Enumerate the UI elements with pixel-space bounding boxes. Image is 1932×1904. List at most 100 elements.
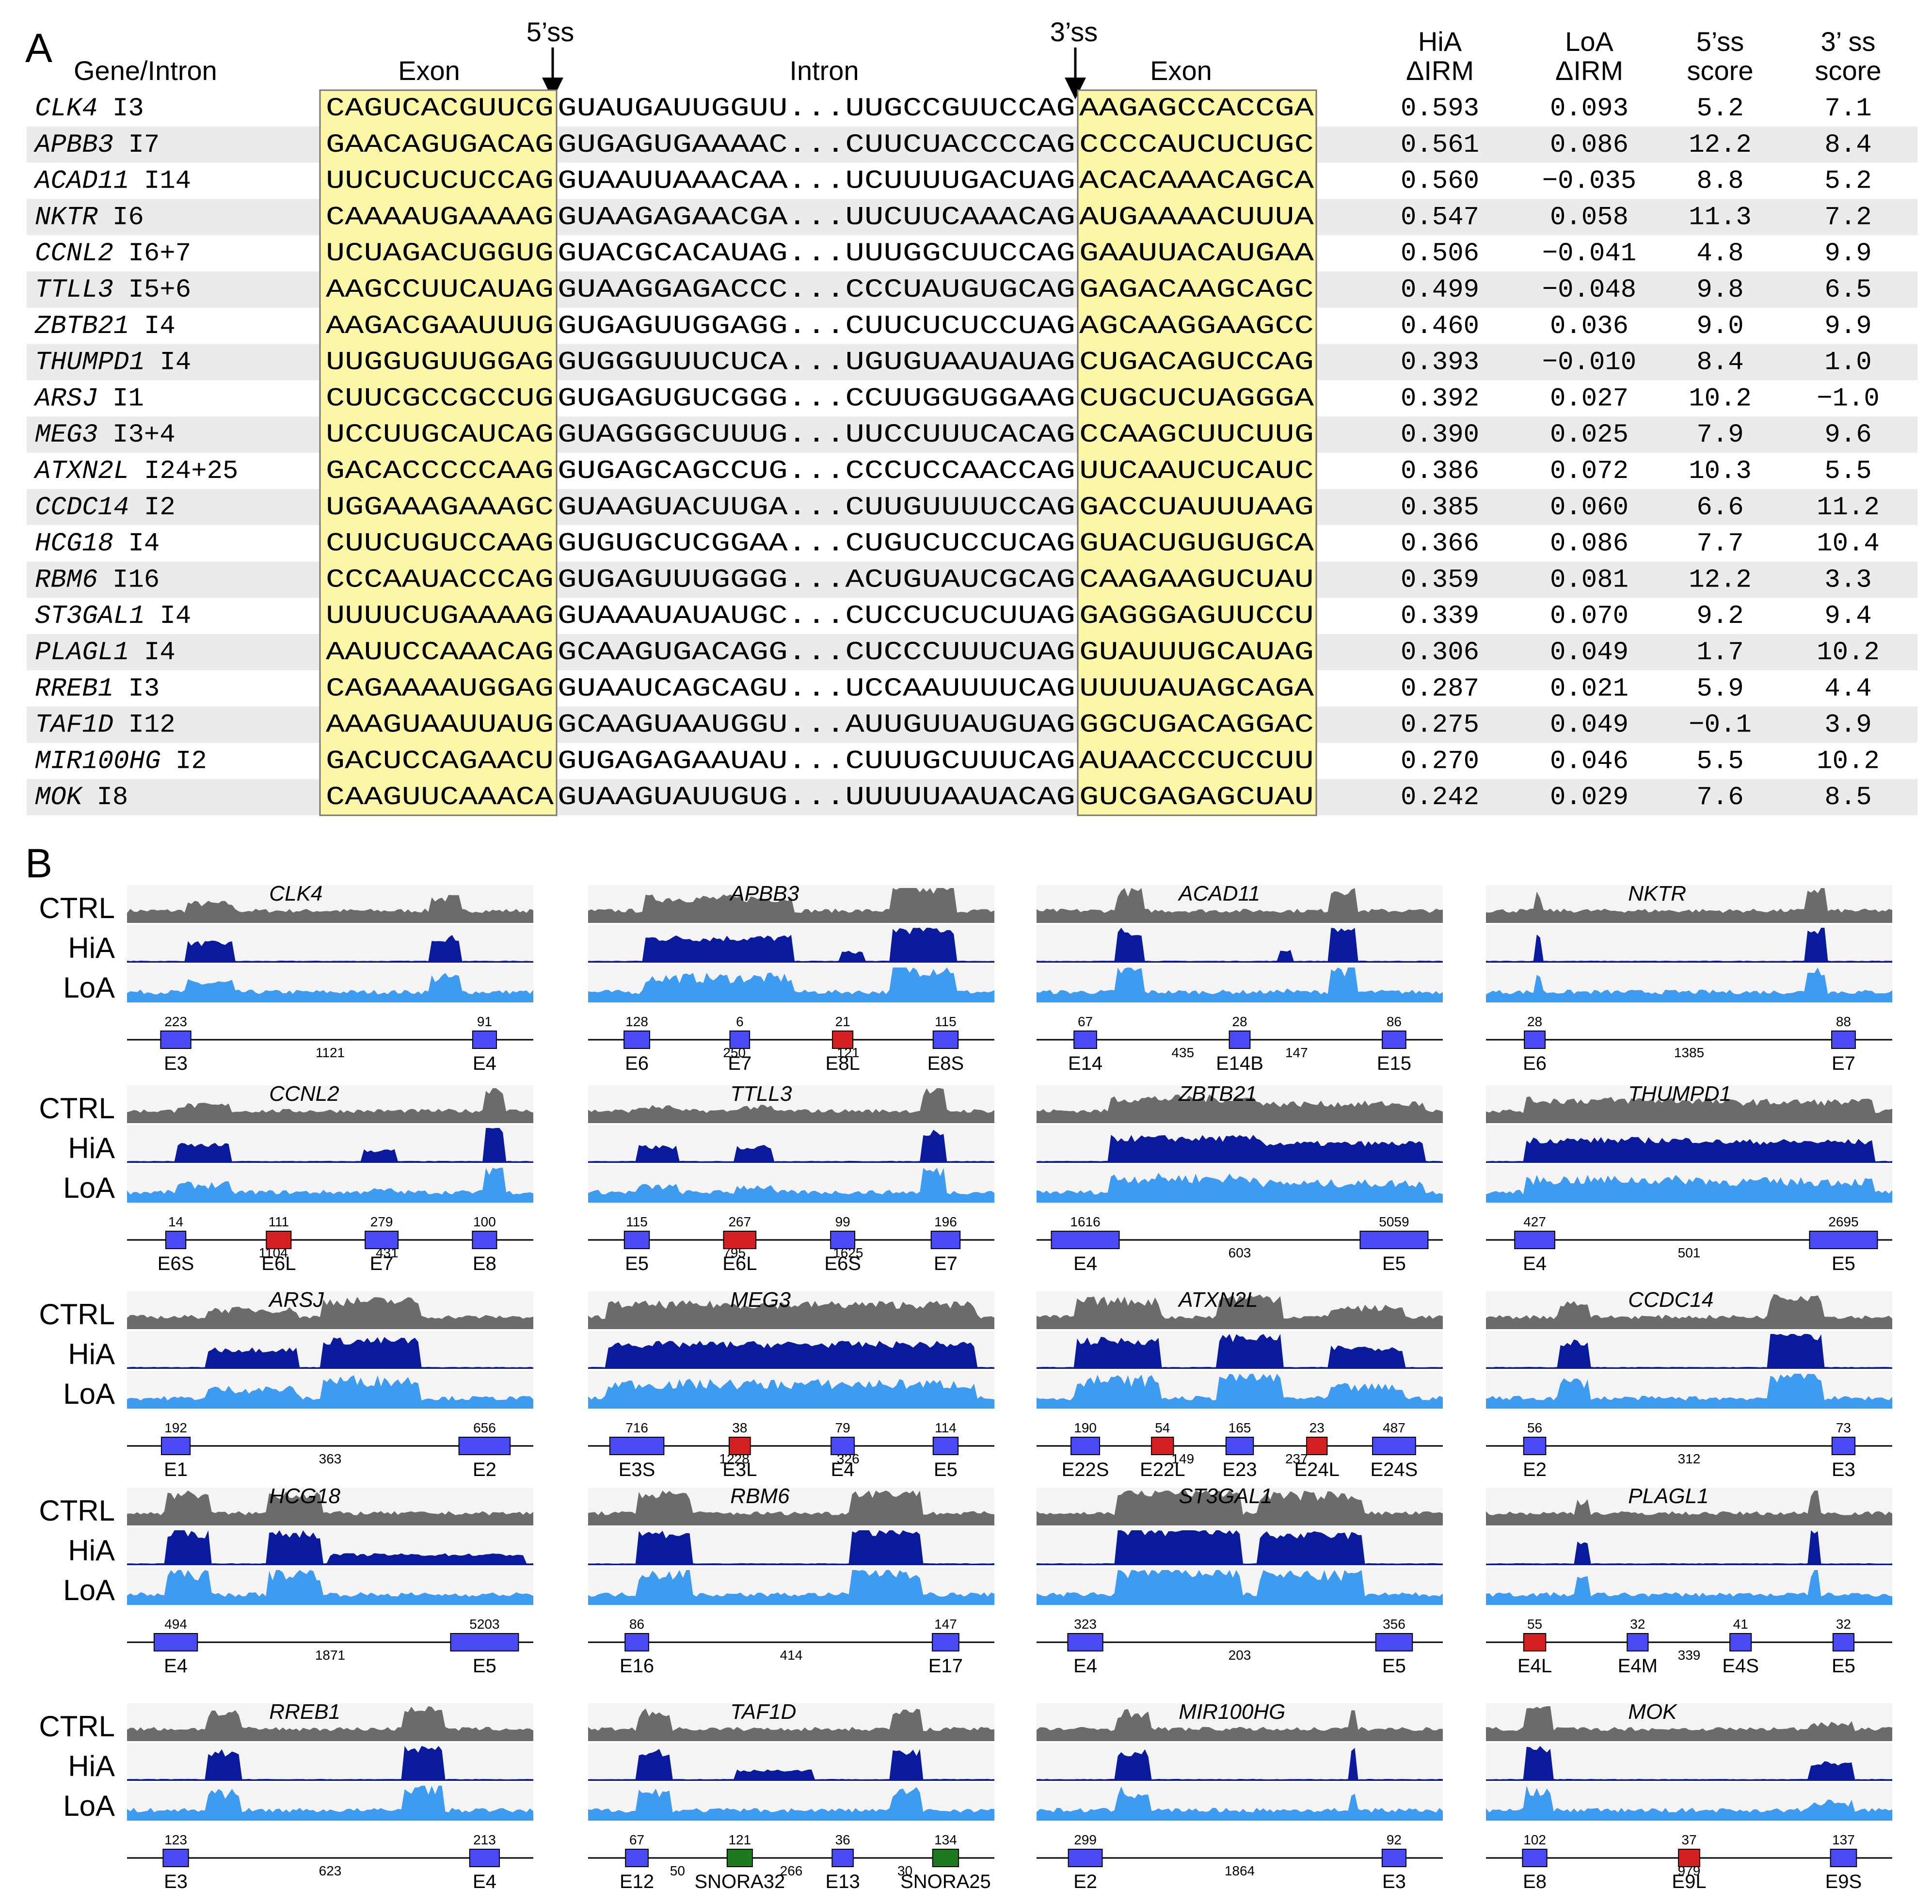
gene-panel-ccnl2: CTRL HiA LoA CCNL2 14 E6S 111 E6L 279 E7 100 E8 1104… bbox=[39, 1082, 533, 1274]
loa-dirm: 0.060 bbox=[1550, 493, 1629, 523]
ctrl-coverage bbox=[127, 1088, 533, 1123]
exon-length: 196 bbox=[934, 1214, 957, 1229]
ss5-score: 7.7 bbox=[1696, 529, 1743, 559]
intron-id: I4 bbox=[144, 638, 176, 667]
loa-coverage bbox=[127, 1168, 533, 1203]
exon5-seq: UCCUUGCAUCAG bbox=[326, 420, 554, 450]
exon-box bbox=[469, 1849, 500, 1867]
exon-length: 111 bbox=[269, 1214, 289, 1229]
intron-id: I2 bbox=[144, 493, 176, 523]
exon-name: E4 bbox=[473, 1871, 496, 1892]
exon-name: E6L bbox=[261, 1253, 296, 1274]
intron-seq: GUGAGCAGCCUG...CCCUCCAACCAG bbox=[558, 457, 1075, 486]
exon-name: E2 bbox=[1073, 1871, 1097, 1892]
exon-length: 102 bbox=[1523, 1832, 1546, 1847]
hia-track-label: HiA bbox=[68, 1132, 115, 1164]
table-row: MOK I8 CAAGUUCAAACA GUAAGUAUUGUG...UUUUUAAU… bbox=[35, 783, 1872, 812]
loa-coverage bbox=[127, 1375, 533, 1409]
gene-name: ACAD11 bbox=[33, 167, 129, 196]
intron-seq: GUAAGUACUUGA...CUUGUUUUCCAG bbox=[558, 493, 1075, 523]
gene-name: MEG3 bbox=[35, 420, 98, 450]
exon-length: 28 bbox=[1232, 1014, 1247, 1029]
exon-length: 6 bbox=[736, 1014, 744, 1029]
intron-seq: GUAAGGAGACCC...CCCUAUGUGCAG bbox=[558, 275, 1075, 305]
intron-seq: GUAAAUAUAUGC...CUCCUCUCUUAG bbox=[558, 602, 1075, 631]
exon-box bbox=[932, 1031, 959, 1049]
ctrl-coverage bbox=[1037, 888, 1443, 923]
exon-name: E5 bbox=[473, 1655, 496, 1677]
exon-length: 121 bbox=[728, 1832, 751, 1847]
table-row: TAF1D I12 AAAGUAAUUAUG GCAAGUAAUGGU...AUUGU… bbox=[35, 711, 1872, 740]
intron-seq: GUAAUUAAACAA...UCUUUUGACUAG bbox=[558, 167, 1075, 196]
ss5-arrow-icon bbox=[542, 78, 563, 99]
exon-name: E8 bbox=[473, 1253, 496, 1274]
exon-box bbox=[1067, 1633, 1103, 1651]
loa-dirm: −0.048 bbox=[1542, 275, 1636, 305]
header-s5-2: score bbox=[1687, 55, 1754, 86]
hia-coverage bbox=[1037, 928, 1443, 963]
exon-length: 79 bbox=[835, 1420, 850, 1435]
intron-length: 147 bbox=[1285, 1045, 1308, 1060]
hia-dirm: 0.561 bbox=[1401, 130, 1479, 160]
gene-title: CLK4 bbox=[269, 882, 322, 905]
table-row: APBB3 I7 GAACAGUGACAG GUGAGUGAAAAC...CUUCUA… bbox=[33, 130, 1872, 160]
exon-length: 73 bbox=[1836, 1420, 1851, 1435]
exon-name: E14 bbox=[1068, 1053, 1102, 1074]
loa-coverage bbox=[588, 1787, 994, 1821]
exon-name: E17 bbox=[928, 1655, 963, 1677]
exon-name: E4 bbox=[1073, 1253, 1097, 1274]
exon-box bbox=[729, 1031, 750, 1049]
gene-panel-apbb3: APBB3 128 E6 6 E7 21 E8L 115 E8S 250 121 bbox=[588, 882, 994, 1074]
exon-length: 100 bbox=[473, 1214, 496, 1229]
exon-name: E5 bbox=[1832, 1253, 1855, 1274]
hia-coverage bbox=[588, 1749, 994, 1781]
exon5-seq: GACACCCCCAAG bbox=[326, 457, 554, 486]
exon-box bbox=[1151, 1437, 1174, 1455]
exon-name: E3 bbox=[164, 1871, 188, 1892]
intron-id: I3 bbox=[128, 674, 160, 704]
hia-coverage bbox=[1037, 1530, 1443, 1565]
exon3-seq: GAAUUACAUGAA bbox=[1079, 239, 1314, 269]
exon-length: 2695 bbox=[1828, 1214, 1858, 1229]
gene-panel-ccdc14: CCDC14 56 E2 73 E3 312 bbox=[1486, 1288, 1892, 1480]
exon-box bbox=[1068, 1849, 1103, 1867]
exon-name: E6L bbox=[722, 1253, 757, 1274]
exon-box bbox=[472, 1031, 497, 1049]
header-s3-2: score bbox=[1815, 55, 1882, 86]
gene-title: HCG18 bbox=[269, 1484, 340, 1508]
exon5-seq: CCCAAUACCCAG bbox=[326, 565, 554, 595]
ctrl-coverage bbox=[1486, 1294, 1892, 1329]
header-hia-1: HiA bbox=[1418, 26, 1462, 57]
table-row: CCNL2 I6+7 UCUAGACUGGUG GUACGCACAUAG...UUUG… bbox=[35, 239, 1872, 269]
intron-length: 501 bbox=[1678, 1245, 1701, 1260]
loa-coverage bbox=[127, 1570, 533, 1605]
exon-length: 92 bbox=[1387, 1832, 1402, 1847]
gene-name: CCDC14 bbox=[35, 493, 129, 523]
exon-box bbox=[1678, 1849, 1700, 1867]
loa-coverage bbox=[588, 968, 994, 1002]
exon5-seq: UUCUCUCUCCAG bbox=[326, 167, 554, 196]
exon5-seq: GACUCCAGAACU bbox=[326, 746, 554, 776]
intron-id: I24+25 bbox=[144, 457, 238, 486]
exon-box bbox=[624, 1633, 649, 1651]
ss5-score: 12.2 bbox=[1689, 130, 1752, 160]
intron-seq: GUAAGAGAACGA...UUCUUCAAACAG bbox=[558, 203, 1075, 232]
intron-id: I1 bbox=[112, 384, 144, 413]
exon-name: E7 bbox=[728, 1053, 751, 1074]
ss3-score: 8.4 bbox=[1824, 130, 1871, 160]
exon5-seq: CAGUCACGUUCG bbox=[326, 94, 554, 124]
intron-id: I6+7 bbox=[128, 239, 192, 269]
ctrl-track-label: CTRL bbox=[39, 1298, 115, 1331]
gene-panel-zbtb21: ZBTB21 1616 E4 5059 E5 603 bbox=[1037, 1082, 1443, 1274]
ctrl-track-label: CTRL bbox=[39, 1494, 115, 1527]
exon-name: E7 bbox=[934, 1253, 958, 1274]
intron-length: 1104 bbox=[259, 1245, 288, 1260]
exon-box bbox=[1051, 1231, 1120, 1249]
exon5-seq: CUUCGCCGCCUG bbox=[326, 384, 554, 413]
gene-name: MOK bbox=[35, 783, 83, 812]
intron-seq: GUAAUCAGCAGU...UCCAAUUUUCAG bbox=[558, 674, 1075, 704]
loa-dirm: 0.086 bbox=[1550, 130, 1629, 160]
exon-box bbox=[153, 1633, 198, 1651]
header-exon-right: Exon bbox=[1150, 55, 1212, 86]
exon-box bbox=[932, 1849, 959, 1867]
